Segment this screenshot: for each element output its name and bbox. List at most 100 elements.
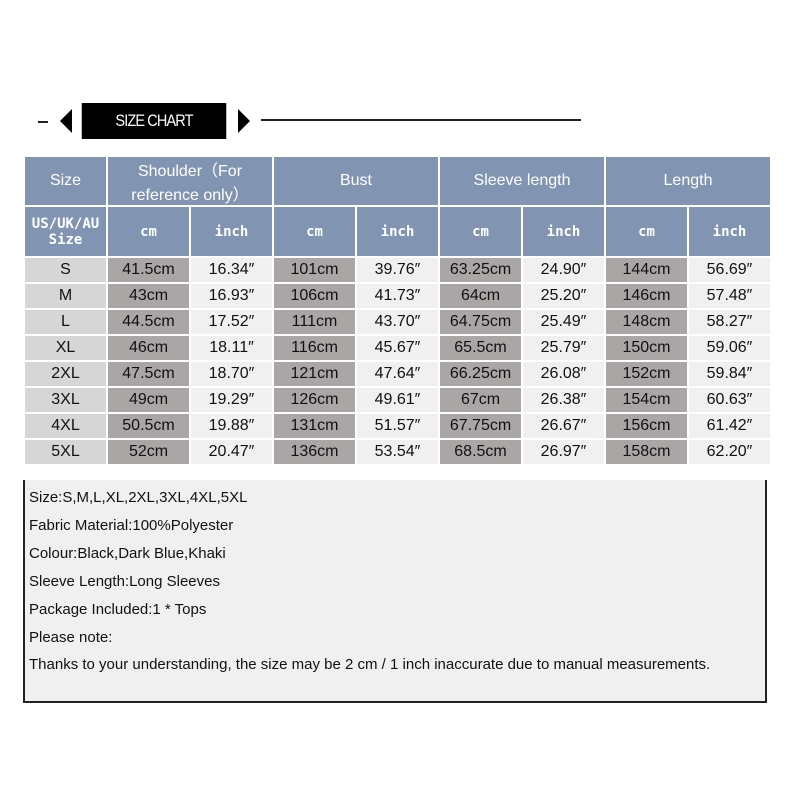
unit-header: inch (687, 205, 772, 258)
measurement-cell: 67cm (438, 386, 523, 414)
measurement-cell: 62.20″ (687, 438, 772, 466)
measurement-cell: 47.5cm (106, 360, 191, 388)
table-row: 3XL 49cm 19.29″ 126cm 49.61″ 67cm 26.38″ 154cm 6… (23, 386, 772, 414)
size-cell: L (23, 308, 108, 336)
measurement-cell: 59.84″ (687, 360, 772, 388)
measurement-cell: 152cm (604, 360, 689, 388)
header-size: Size (23, 155, 108, 207)
note-line: Sleeve Length:Long Sleeves (29, 572, 220, 590)
unit-header: cm (106, 205, 191, 258)
measurement-cell: 16.34″ (189, 256, 274, 284)
us-uk-au-size-header: US/UK/AU Size (23, 205, 108, 258)
size-cell: M (23, 282, 108, 310)
measurement-cell: 19.88″ (189, 412, 274, 440)
measurement-cell: 131cm (272, 412, 357, 440)
measurement-cell: 17.52″ (189, 308, 274, 336)
measurement-cell: 43cm (106, 282, 191, 310)
measurement-cell: 57.48″ (687, 282, 772, 310)
size-cell: XL (23, 334, 108, 362)
measurement-cell: 18.70″ (189, 360, 274, 388)
product-notes: Size:S,M,L,XL,2XL,3XL,4XL,5XL Fabric Mate… (23, 480, 767, 703)
measurement-cell: 50.5cm (106, 412, 191, 440)
measurement-cell: 150cm (604, 334, 689, 362)
measurement-cell: 26.97″ (521, 438, 606, 466)
header-row-1: Size Shoulder（For reference only） Bust S… (23, 155, 772, 207)
note-line: Colour:Black,Dark Blue,Khaki (29, 544, 226, 562)
note-line: Thanks to your understanding, the size m… (29, 656, 711, 674)
measurement-cell: 49cm (106, 386, 191, 414)
measurement-cell: 126cm (272, 386, 357, 414)
banner-dash (38, 121, 48, 123)
unit-header: inch (189, 205, 274, 258)
measurement-cell: 20.47″ (189, 438, 274, 466)
unit-header: cm (272, 205, 357, 258)
measurement-cell: 19.29″ (189, 386, 274, 414)
measurement-cell: 25.20″ (521, 282, 606, 310)
note-line: Size:S,M,L,XL,2XL,3XL,4XL,5XL (29, 489, 248, 506)
table-row: 5XL 52cm 20.47″ 136cm 53.54″ 68.5cm 26.97″ 158c… (23, 438, 772, 466)
measurement-cell: 25.49″ (521, 308, 606, 336)
measurement-cell: 41.5cm (106, 256, 191, 284)
measurement-cell: 146cm (604, 282, 689, 310)
measurement-cell: 25.79″ (521, 334, 606, 362)
ribbon-tail-left (60, 109, 72, 133)
measurement-cell: 67.75cm (438, 412, 523, 440)
header-shoulder: Shoulder（For reference only） (106, 155, 274, 207)
measurement-cell: 58.27″ (687, 308, 772, 336)
size-chart-banner: SIZE CHART (81, 103, 227, 139)
unit-header: inch (355, 205, 440, 258)
ribbon-tail-right (238, 109, 250, 133)
measurement-cell: 49.61″ (355, 386, 440, 414)
measurement-cell: 39.76″ (355, 256, 440, 284)
unit-header: inch (521, 205, 606, 258)
measurement-cell: 144cm (604, 256, 689, 284)
measurement-cell: 47.64″ (355, 360, 440, 388)
measurement-cell: 68.5cm (438, 438, 523, 466)
measurement-cell: 41.73″ (355, 282, 440, 310)
header-length: Length (604, 155, 772, 207)
header-bust: Bust (272, 155, 440, 207)
note-line: Fabric Material:100%Polyester (29, 516, 234, 534)
size-cell: 5XL (23, 438, 108, 466)
table-row: L 44.5cm 17.52″ 111cm 43.70″ 64.75cm 25.49″ 148… (23, 308, 772, 336)
measurement-cell: 116cm (272, 334, 357, 362)
size-cell: S (23, 256, 108, 284)
table-row: M 43cm 16.93″ 106cm 41.73″ 64cm 25.20″ 146cm 57.… (23, 282, 772, 310)
measurement-cell: 64cm (438, 282, 523, 310)
size-cell: 4XL (23, 412, 108, 440)
measurement-cell: 61.42″ (687, 412, 772, 440)
size-cell: 2XL (23, 360, 108, 388)
measurement-cell: 65.5cm (438, 334, 523, 362)
measurement-cell: 111cm (272, 308, 357, 336)
header-sleeve-length: Sleeve length (438, 155, 606, 207)
measurement-cell: 26.08″ (521, 360, 606, 388)
measurement-cell: 158cm (604, 438, 689, 466)
measurement-cell: 18.11″ (189, 334, 274, 362)
measurement-cell: 101cm (272, 256, 357, 284)
measurement-cell: 64.75cm (438, 308, 523, 336)
unit-header: cm (438, 205, 523, 258)
measurement-cell: 45.67″ (355, 334, 440, 362)
measurement-cell: 56.69″ (687, 256, 772, 284)
measurement-cell: 136cm (272, 438, 357, 466)
measurement-cell: 26.38″ (521, 386, 606, 414)
size-table: Size Shoulder（For reference only） Bust S… (23, 155, 772, 466)
measurement-cell: 121cm (272, 360, 357, 388)
note-line: Please note: (29, 628, 113, 646)
measurement-cell: 24.90″ (521, 256, 606, 284)
measurement-cell: 44.5cm (106, 308, 191, 336)
measurement-cell: 154cm (604, 386, 689, 414)
measurement-cell: 60.63″ (687, 386, 772, 414)
measurement-cell: 51.57″ (355, 412, 440, 440)
measurement-cell: 66.25cm (438, 360, 523, 388)
measurement-cell: 16.93″ (189, 282, 274, 310)
measurement-cell: 63.25cm (438, 256, 523, 284)
table-row: 2XL 47.5cm 18.70″ 121cm 47.64″ 66.25cm 26.08″ 1… (23, 360, 772, 388)
banner-rule (261, 119, 581, 121)
table-row: S 41.5cm 16.34″ 101cm 39.76″ 63.25cm 24.90″ 144… (23, 256, 772, 284)
header-row-2: US/UK/AU Size cm inch cm inch cm inch cm inch (23, 205, 772, 258)
table-row: 4XL 50.5cm 19.88″ 131cm 51.57″ 67.75cm 26.67″ 1… (23, 412, 772, 440)
measurement-cell: 26.67″ (521, 412, 606, 440)
measurement-cell: 156cm (604, 412, 689, 440)
measurement-cell: 53.54″ (355, 438, 440, 466)
